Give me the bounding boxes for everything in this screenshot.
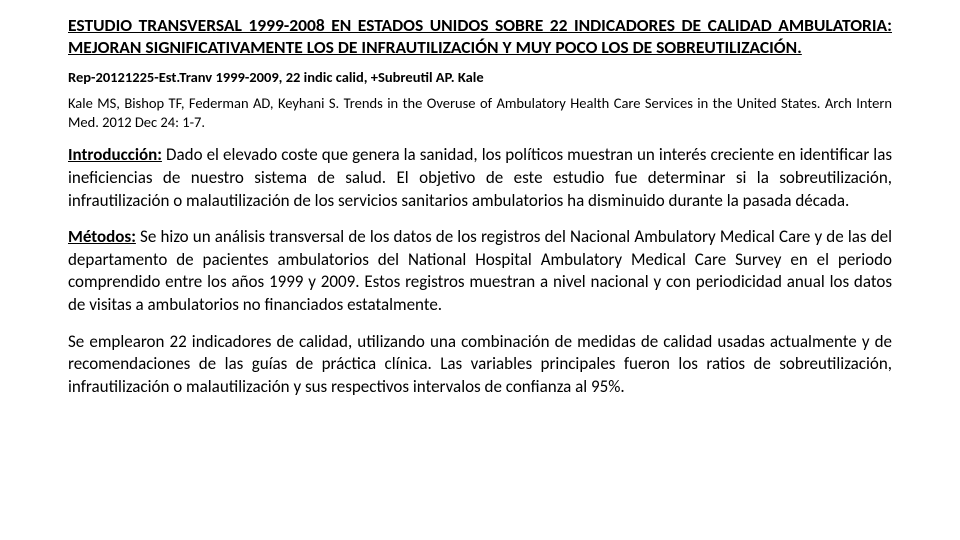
methods-lead: Métodos: xyxy=(68,226,136,247)
methods-body: Se hizo un análisis transversal de los d… xyxy=(68,226,892,315)
document-citation: Kale MS, Bishop TF, Federman AD, Keyhani… xyxy=(68,94,892,132)
methods-paragraph: Métodos: Se hizo un análisis transversal… xyxy=(68,226,892,316)
intro-paragraph: Introducción: Dado el elevado coste que … xyxy=(68,144,892,212)
document-subtitle: Rep-20121225-Est.Tranv 1999-2009, 22 ind… xyxy=(68,69,892,86)
intro-lead: Introducción: xyxy=(68,144,162,165)
intro-body: Dado el elevado coste que genera la sani… xyxy=(68,144,892,210)
indicators-paragraph: Se emplearon 22 indicadores de calidad, … xyxy=(68,331,892,399)
document-title: ESTUDIO TRANSVERSAL 1999-2008 EN ESTADOS… xyxy=(68,14,892,59)
document-page: ESTUDIO TRANSVERSAL 1999-2008 EN ESTADOS… xyxy=(0,0,960,433)
